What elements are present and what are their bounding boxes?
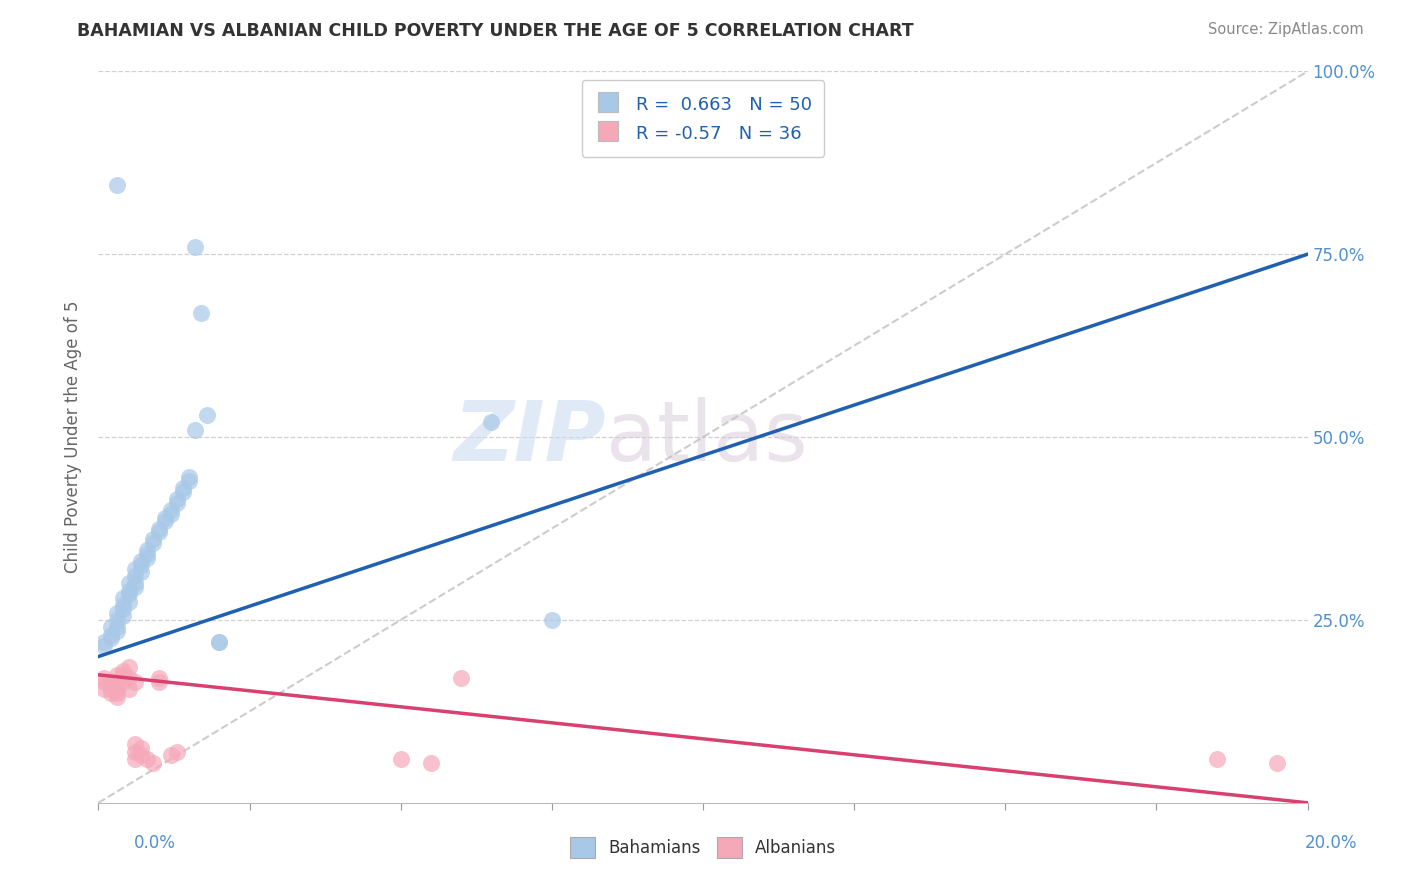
Point: [135, 543, 157, 558]
Point: [100, 682, 122, 697]
Point: [118, 672, 141, 686]
Point: [105, 686, 128, 700]
Point: [190, 306, 212, 320]
Point: [118, 583, 141, 598]
Point: [124, 675, 146, 690]
Point: [540, 613, 562, 627]
Point: [172, 481, 194, 495]
Point: [93, 635, 115, 649]
Point: [124, 569, 146, 583]
Point: [111, 591, 134, 605]
Point: [118, 587, 141, 601]
Point: [160, 503, 183, 517]
Point: [111, 609, 134, 624]
Point: [100, 620, 122, 634]
Point: [93, 682, 115, 697]
Point: [105, 178, 128, 192]
Point: [118, 660, 141, 674]
Point: [93, 675, 115, 690]
Point: [129, 566, 152, 580]
Point: [450, 672, 472, 686]
Point: [142, 536, 165, 550]
Point: [135, 547, 157, 561]
Point: [420, 756, 443, 770]
Point: [100, 675, 122, 690]
Point: [105, 620, 128, 634]
Point: [124, 576, 146, 591]
Point: [105, 606, 128, 620]
Point: [135, 752, 157, 766]
Point: [105, 667, 128, 681]
Point: [118, 594, 141, 608]
Point: [105, 613, 128, 627]
Point: [111, 664, 134, 678]
Point: [389, 752, 412, 766]
Point: [153, 510, 176, 524]
Text: ZIP: ZIP: [454, 397, 606, 477]
Point: [166, 496, 188, 510]
Point: [148, 525, 170, 540]
Point: [100, 679, 122, 693]
Point: [153, 514, 176, 528]
Point: [179, 470, 201, 484]
Point: [100, 686, 122, 700]
Point: [184, 423, 207, 437]
Text: BAHAMIAN VS ALBANIAN CHILD POVERTY UNDER THE AGE OF 5 CORRELATION CHART: BAHAMIAN VS ALBANIAN CHILD POVERTY UNDER…: [77, 22, 914, 40]
Point: [166, 492, 188, 507]
Point: [160, 748, 183, 763]
Point: [111, 602, 134, 616]
Y-axis label: Child Poverty Under the Age of 5: Child Poverty Under the Age of 5: [65, 301, 83, 574]
Point: [124, 745, 146, 759]
Point: [118, 682, 141, 697]
Point: [111, 672, 134, 686]
Text: atlas: atlas: [606, 397, 808, 477]
Point: [166, 745, 188, 759]
Legend: Bahamians, Albanians: Bahamians, Albanians: [560, 827, 846, 868]
Point: [160, 507, 183, 521]
Point: [111, 667, 134, 681]
Point: [124, 737, 146, 751]
Point: [93, 672, 115, 686]
Point: [124, 562, 146, 576]
Point: [1206, 752, 1229, 766]
Point: [179, 474, 201, 488]
Text: 0.0%: 0.0%: [134, 834, 176, 852]
Point: [135, 550, 157, 565]
Point: [148, 521, 170, 535]
Point: [129, 748, 152, 763]
Point: [129, 554, 152, 568]
Point: [208, 635, 231, 649]
Point: [148, 672, 170, 686]
Point: [195, 408, 218, 422]
Point: [481, 416, 503, 430]
Point: [100, 627, 122, 641]
Point: [105, 675, 128, 690]
Point: [105, 624, 128, 638]
Point: [124, 580, 146, 594]
Point: [111, 599, 134, 613]
Point: [118, 576, 141, 591]
Point: [100, 632, 122, 646]
Point: [124, 752, 146, 766]
Point: [93, 639, 115, 653]
Point: [142, 756, 165, 770]
Point: [129, 558, 152, 573]
Point: [208, 635, 231, 649]
Point: [142, 533, 165, 547]
Text: 20.0%: 20.0%: [1305, 834, 1357, 852]
Point: [148, 675, 170, 690]
Point: [1267, 756, 1289, 770]
Point: [129, 740, 152, 755]
Point: [111, 675, 134, 690]
Point: [172, 485, 194, 500]
Point: [184, 240, 207, 254]
Point: [105, 682, 128, 697]
Text: Source: ZipAtlas.com: Source: ZipAtlas.com: [1208, 22, 1364, 37]
Point: [105, 690, 128, 704]
